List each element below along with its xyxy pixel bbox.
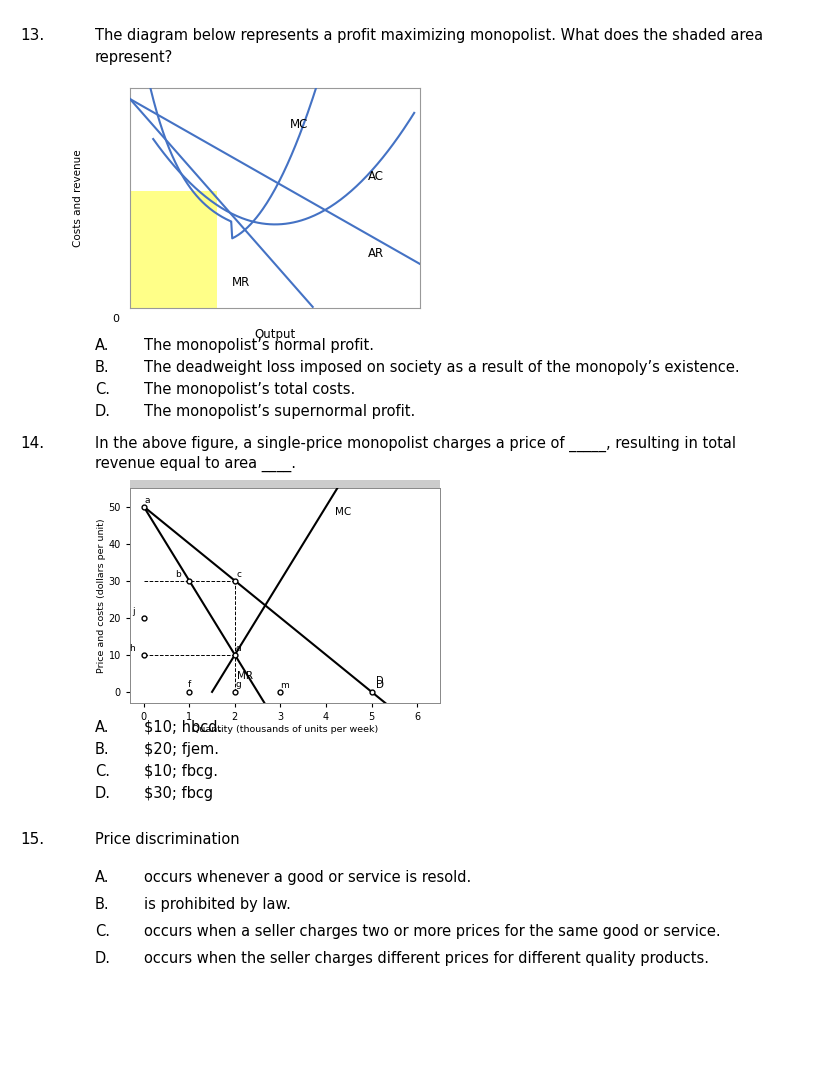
- Text: D: D: [376, 676, 384, 686]
- Text: In the above figure, a single-price monopolist charges a price of _____, resulti: In the above figure, a single-price mono…: [95, 436, 736, 452]
- Text: D: D: [376, 680, 384, 690]
- Text: c: c: [236, 570, 241, 579]
- Text: f: f: [187, 680, 191, 689]
- Text: is prohibited by law.: is prohibited by law.: [144, 897, 291, 911]
- Text: The monopolist’s total costs.: The monopolist’s total costs.: [144, 382, 356, 397]
- Text: The diagram below represents a profit maximizing monopolist. What does the shade: The diagram below represents a profit ma…: [95, 28, 763, 42]
- Text: D.: D.: [95, 404, 111, 419]
- Text: D.: D.: [95, 951, 111, 966]
- Text: B.: B.: [95, 360, 110, 375]
- Text: 0: 0: [112, 314, 119, 325]
- Text: A.: A.: [95, 720, 110, 735]
- Text: occurs when the seller charges different prices for different quality products.: occurs when the seller charges different…: [144, 951, 710, 966]
- Text: C.: C.: [95, 764, 110, 779]
- Text: 15.: 15.: [21, 832, 45, 847]
- Text: MC: MC: [335, 506, 351, 516]
- Text: Costs and revenue: Costs and revenue: [73, 149, 82, 247]
- Text: d: d: [236, 644, 242, 653]
- Text: revenue equal to area ____.: revenue equal to area ____.: [95, 456, 296, 473]
- Text: Output: Output: [254, 328, 295, 341]
- Text: represent?: represent?: [95, 50, 173, 65]
- Text: occurs when a seller charges two or more prices for the same good or service.: occurs when a seller charges two or more…: [144, 923, 721, 939]
- Text: Price discrimination: Price discrimination: [95, 832, 239, 847]
- Text: m: m: [280, 681, 289, 690]
- Text: j: j: [132, 607, 135, 616]
- Text: b: b: [175, 570, 181, 579]
- Text: h: h: [130, 644, 135, 653]
- Y-axis label: Price and costs (dollars per unit): Price and costs (dollars per unit): [97, 518, 106, 673]
- Text: AR: AR: [368, 247, 384, 260]
- Text: A.: A.: [95, 870, 110, 885]
- Text: C.: C.: [95, 923, 110, 939]
- Text: D.: D.: [95, 786, 111, 802]
- Text: C.: C.: [95, 382, 110, 397]
- Text: $20; fjem.: $20; fjem.: [144, 742, 219, 757]
- Text: 14.: 14.: [21, 436, 45, 451]
- Text: MC: MC: [290, 118, 308, 131]
- Text: MR: MR: [232, 276, 250, 289]
- Text: $10; fbcg.: $10; fbcg.: [144, 764, 219, 779]
- Text: B.: B.: [95, 897, 110, 911]
- Text: a: a: [144, 495, 150, 504]
- Text: g: g: [236, 680, 242, 689]
- Text: occurs whenever a good or service is resold.: occurs whenever a good or service is res…: [144, 870, 472, 885]
- Text: AC: AC: [368, 170, 384, 183]
- Text: 13.: 13.: [21, 28, 45, 42]
- Text: The deadweight loss imposed on society as a result of the monopoly’s existence.: The deadweight loss imposed on society a…: [144, 360, 740, 375]
- Text: A.: A.: [95, 338, 110, 353]
- Text: $30; fbcg: $30; fbcg: [144, 786, 214, 802]
- Text: $10; hbcd.: $10; hbcd.: [144, 720, 223, 735]
- Text: B.: B.: [95, 742, 110, 757]
- X-axis label: Quantity (thousands of units per week): Quantity (thousands of units per week): [192, 725, 378, 734]
- Text: MR: MR: [237, 671, 253, 681]
- Bar: [130, 192, 217, 308]
- Text: The monopolist’s normal profit.: The monopolist’s normal profit.: [144, 338, 375, 353]
- Text: The monopolist’s supernormal profit.: The monopolist’s supernormal profit.: [144, 404, 416, 419]
